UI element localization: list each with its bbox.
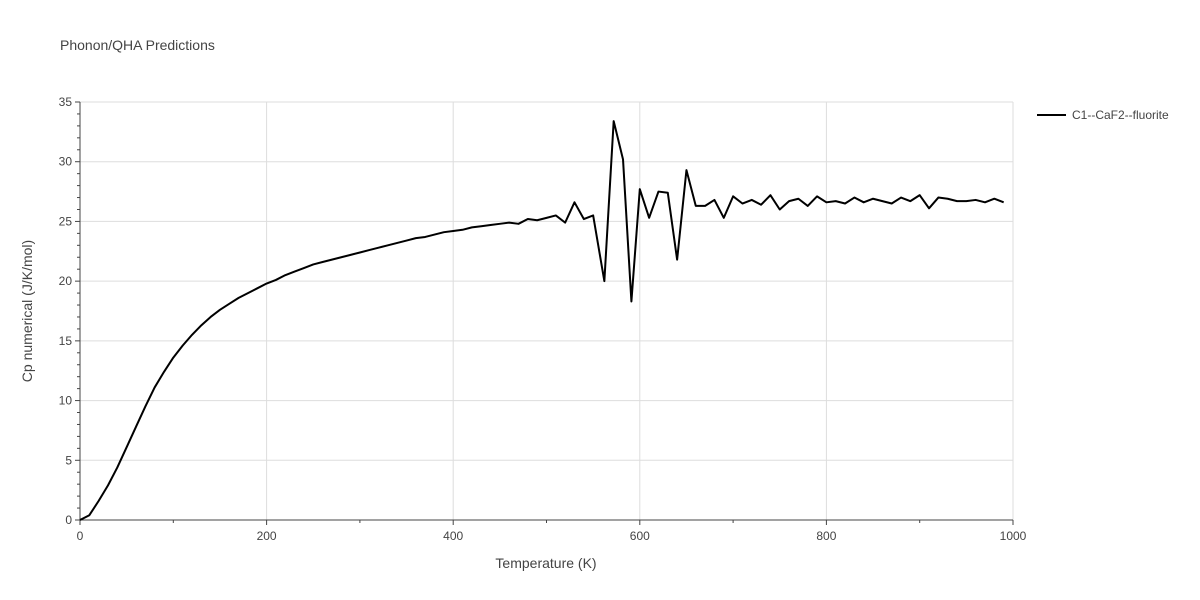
- plot-area: [79, 120, 1005, 521]
- y-tick-label: 20: [59, 274, 73, 288]
- y-tick-label: 5: [65, 453, 72, 467]
- y-tick-label: 10: [59, 394, 73, 408]
- x-tick-label: 800: [816, 529, 836, 543]
- chart-title: Phonon/QHA Predictions: [60, 37, 215, 53]
- x-tick-label: 600: [630, 529, 650, 543]
- y-tick-label: 25: [59, 214, 73, 228]
- x-axis-title: Temperature (K): [495, 555, 596, 571]
- y-tick-label: 0: [65, 513, 72, 527]
- series-line: [79, 120, 1005, 521]
- grid: [80, 101, 1014, 520]
- legend: C1--CaF2--fluorite: [1037, 108, 1169, 122]
- ticks: 0 200 400 600 800 1000 0 5 10 15 20 25 30 35: [59, 95, 1027, 543]
- y-tick-label: 35: [59, 95, 73, 109]
- y-axis-title: Cp numerical (J/K/mol): [19, 240, 35, 382]
- y-tick-label: 30: [59, 155, 73, 169]
- x-tick-label: 1000: [1000, 529, 1027, 543]
- x-tick-label: 200: [257, 529, 277, 543]
- y-tick-label: 15: [59, 334, 73, 348]
- x-tick-label: 0: [77, 529, 84, 543]
- x-tick-label: 400: [443, 529, 463, 543]
- legend-label: C1--CaF2--fluorite: [1072, 108, 1169, 122]
